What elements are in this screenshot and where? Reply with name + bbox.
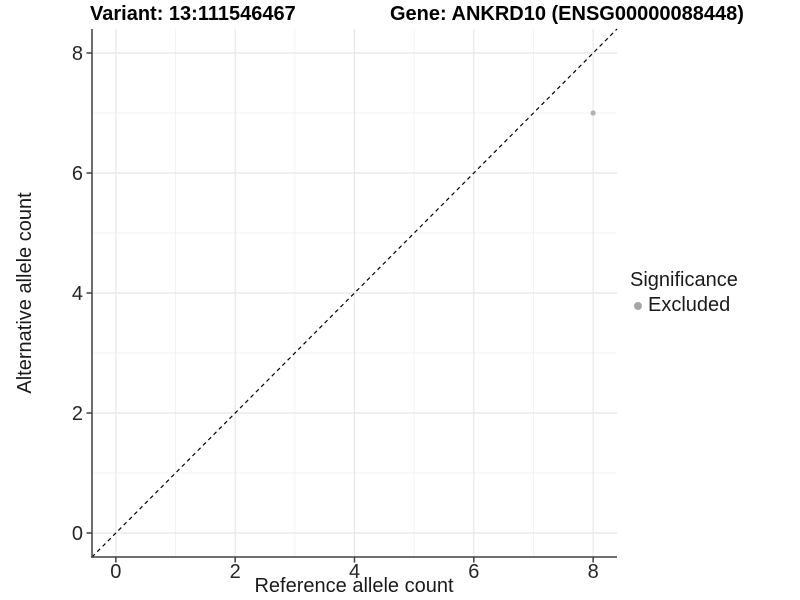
x-axis-title: Reference allele count: [254, 575, 453, 597]
x-tick-label: 6: [468, 561, 479, 583]
y-tick-label: 4: [72, 283, 83, 305]
data-point: [590, 110, 596, 116]
y-tick-label: 0: [72, 523, 83, 545]
plot-panel: 0 2 4 6 8 0 2 4 6 8: [72, 28, 618, 583]
x-tick-label: 0: [110, 561, 121, 583]
x-tick-label: 4: [349, 561, 360, 583]
y-tick-label: 8: [72, 43, 83, 65]
y-tick-label: 6: [72, 163, 83, 185]
legend-marker-dot-icon: [634, 301, 642, 310]
x-tick-label: 2: [230, 561, 241, 583]
y-tick-label: 2: [72, 403, 83, 425]
x-tick-label: 8: [588, 561, 599, 583]
y-axis-title: Alternative allele count: [14, 192, 36, 394]
legend: Significance Excluded: [630, 268, 738, 318]
plot-title-variant: Variant: 13:111546467: [90, 3, 296, 25]
legend-title: Significance: [630, 269, 738, 291]
legend-item-label: Excluded: [648, 294, 731, 316]
legend-item-excluded: Excluded: [630, 293, 738, 318]
plot-title-gene: Gene: ANKRD10 (ENSG00000088448): [390, 3, 744, 25]
